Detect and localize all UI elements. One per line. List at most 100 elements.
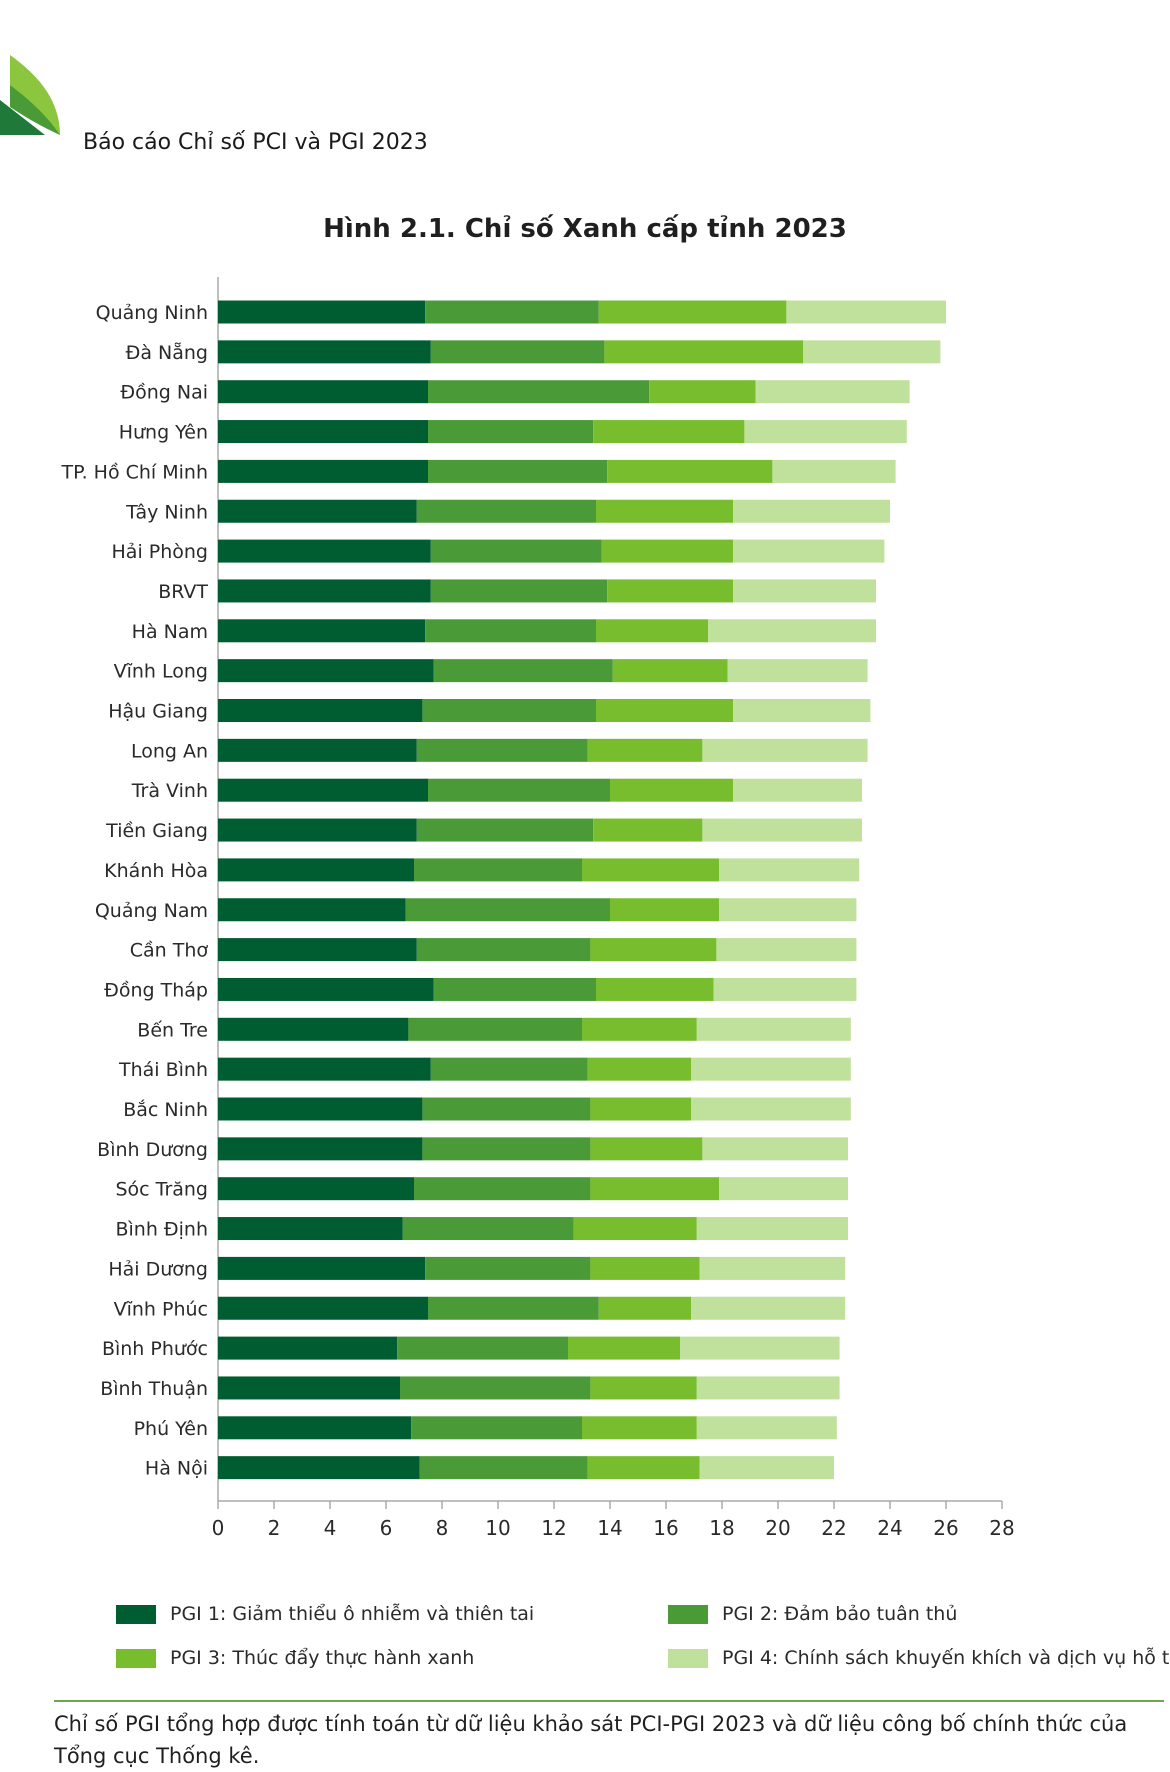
bar-segment-pgi1 (218, 818, 417, 842)
bar-segment-pgi3 (607, 579, 734, 603)
x-tick-label: 16 (653, 1516, 678, 1540)
category-label: Hậu Giang (108, 701, 208, 723)
bar-segment-pgi3 (593, 420, 745, 444)
x-tick-label: 14 (597, 1516, 622, 1540)
report-title: Báo cáo Chỉ số PCI và PGI 2023 (83, 130, 428, 155)
bar-segment-pgi3 (596, 499, 734, 523)
bar-segment-pgi4 (702, 1137, 848, 1161)
bar-segment-pgi1 (218, 459, 428, 483)
bar-segment-pgi3 (573, 1217, 697, 1241)
category-label: Bình Định (115, 1219, 208, 1241)
x-tick-label: 20 (765, 1516, 790, 1540)
bar-segment-pgi1 (218, 420, 428, 444)
bar-segment-pgi2 (408, 1017, 582, 1041)
bar-segment-pgi3 (649, 380, 756, 404)
bar-segment-pgi1 (218, 499, 417, 523)
bar-segment-pgi4 (719, 898, 857, 922)
category-label: Bình Phước (102, 1338, 208, 1360)
bar-segment-pgi4 (772, 459, 896, 483)
bar-segment-pgi4 (733, 499, 890, 523)
bar-segment-pgi2 (414, 858, 582, 882)
bar-segment-pgi2 (430, 340, 605, 364)
bar-segment-pgi4 (691, 1057, 851, 1081)
bar-segment-pgi1 (218, 300, 426, 324)
bar-segment-pgi4 (733, 579, 876, 603)
category-label: Đà Nẵng (126, 341, 208, 364)
bar-segment-pgi3 (593, 818, 703, 842)
category-label: Bến Tre (137, 1019, 208, 1041)
bar-segment-pgi4 (691, 1097, 851, 1121)
bar-segment-pgi1 (218, 1137, 423, 1161)
bar-segment-pgi4 (708, 619, 876, 643)
category-label: Tây Ninh (125, 501, 208, 523)
bar-segment-pgi2 (422, 1137, 591, 1161)
category-label: Hải Phòng (112, 541, 208, 563)
bar-segment-pgi2 (416, 738, 588, 762)
category-label: Quảng Ninh (96, 302, 208, 324)
bar-segment-pgi3 (587, 1057, 692, 1081)
bar-segment-pgi3 (590, 1137, 703, 1161)
category-label: Quảng Nam (95, 900, 208, 922)
category-label: TP. Hồ Chí Minh (60, 461, 208, 483)
bar-segment-pgi3 (582, 1416, 697, 1440)
bar-segment-pgi1 (218, 579, 431, 603)
bar-segment-pgi2 (414, 1177, 591, 1201)
bar-segment-pgi4 (713, 977, 857, 1001)
bar-segment-pgi3 (601, 539, 734, 563)
bar-segment-pgi3 (587, 1456, 700, 1480)
bar-segment-pgi4 (786, 300, 946, 324)
bar-segment-pgi2 (433, 977, 596, 1001)
x-tick-label: 4 (324, 1516, 337, 1540)
bar-segment-pgi3 (598, 300, 787, 324)
bar-segment-pgi1 (218, 1456, 420, 1480)
bar-segment-pgi1 (218, 1097, 423, 1121)
bar-segment-pgi1 (218, 539, 431, 563)
bar-segment-pgi1 (218, 619, 426, 643)
bar-segment-pgi4 (716, 938, 857, 962)
bar-segment-pgi3 (590, 1097, 692, 1121)
bar-segment-pgi2 (405, 898, 610, 922)
bar-segment-pgi2 (416, 499, 596, 523)
bar-segment-pgi4 (699, 1456, 834, 1480)
bar-segment-pgi4 (699, 1256, 846, 1280)
bar-segment-pgi4 (702, 738, 868, 762)
bar-segment-pgi3 (607, 459, 773, 483)
category-label: Hà Nội (145, 1458, 208, 1480)
category-label: Bình Dương (97, 1139, 208, 1161)
category-label: Long An (131, 740, 208, 762)
bar-segment-pgi3 (610, 778, 734, 802)
bar-segment-pgi2 (428, 420, 594, 444)
bar-segment-pgi1 (218, 858, 414, 882)
bar-segment-pgi3 (604, 340, 804, 364)
bar-segment-pgi2 (411, 1416, 582, 1440)
bar-segment-pgi4 (691, 1296, 846, 1320)
chart-title: Hình 2.1. Chỉ số Xanh cấp tỉnh 2023 (323, 214, 847, 244)
x-tick-label: 22 (821, 1516, 846, 1540)
x-tick-label: 10 (485, 1516, 510, 1540)
bar-segment-pgi1 (218, 340, 431, 364)
bar-segment-pgi4 (696, 1217, 848, 1241)
category-label: Khánh Hòa (104, 860, 208, 882)
category-label: Đồng Nai (120, 382, 208, 404)
bar-segment-pgi2 (428, 1296, 599, 1320)
bar-segment-pgi1 (218, 738, 417, 762)
bar-segment-pgi2 (422, 699, 596, 722)
bar-segment-pgi1 (218, 1177, 414, 1201)
bar-segment-pgi3 (587, 738, 703, 762)
bar-segment-pgi4 (755, 380, 910, 404)
bar-segment-pgi3 (596, 699, 734, 722)
category-label: Trà Vinh (131, 780, 208, 802)
bar-segment-pgi1 (218, 1057, 431, 1081)
x-tick-label: 6 (380, 1516, 393, 1540)
bar-segment-pgi4 (696, 1416, 837, 1440)
x-tick-label: 12 (541, 1516, 566, 1540)
bar-segment-pgi3 (582, 858, 720, 882)
bar-segment-pgi3 (610, 898, 720, 922)
category-label: Hà Nam (132, 621, 208, 643)
category-label: Thái Bình (118, 1059, 208, 1081)
bar-segment-pgi4 (803, 340, 941, 364)
bar-segment-pgi2 (428, 380, 650, 404)
bar-segment-pgi1 (218, 898, 406, 922)
x-tick-label: 28 (989, 1516, 1014, 1540)
